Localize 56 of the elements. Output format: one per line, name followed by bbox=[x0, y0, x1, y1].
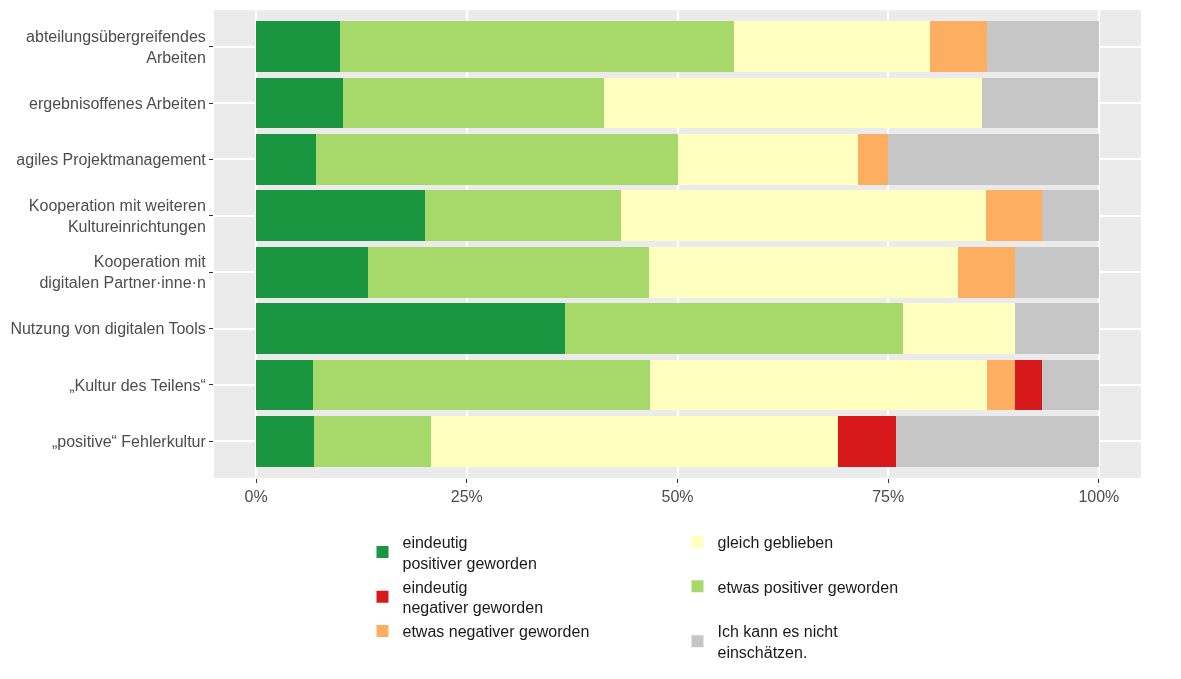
legend-label: Ich kann es nicht einschätzen. bbox=[717, 623, 839, 661]
bar bbox=[1014, 246, 1099, 298]
legend-label: gleich geblieben bbox=[717, 533, 834, 551]
bar bbox=[256, 246, 369, 298]
bar bbox=[895, 415, 1099, 467]
x-tick-label: 100% bbox=[1078, 488, 1120, 506]
bar bbox=[930, 21, 987, 73]
x-tick-label: 50% bbox=[661, 488, 694, 506]
bar bbox=[621, 190, 986, 242]
y-tick-label: ergebnisoffenes Arbeiten bbox=[29, 94, 206, 112]
bar bbox=[256, 77, 343, 129]
x-tick-label: 25% bbox=[450, 488, 483, 506]
bar bbox=[565, 303, 903, 354]
bar bbox=[256, 415, 315, 467]
bar bbox=[981, 77, 1099, 129]
y-tick-label: Kooperation mit digitalen Partner·inne·n bbox=[39, 253, 207, 292]
bar bbox=[677, 134, 858, 185]
bar bbox=[986, 359, 1015, 411]
x-tick-label: 0% bbox=[244, 488, 268, 506]
bar bbox=[888, 134, 1099, 185]
bar bbox=[424, 190, 622, 242]
bar bbox=[986, 21, 1099, 73]
bar bbox=[1014, 303, 1099, 354]
bar bbox=[857, 134, 889, 185]
legend-label: etwas positiver geworden bbox=[717, 578, 899, 596]
x-tick-label: 75% bbox=[872, 488, 905, 506]
legend-label: etwas negativer geworden bbox=[402, 623, 590, 641]
bar bbox=[315, 134, 678, 185]
bar bbox=[256, 134, 316, 185]
bar bbox=[342, 77, 605, 129]
y-tick-label: Kooperation mit weiteren Kultureinrichtungen bbox=[28, 197, 206, 235]
bar bbox=[958, 246, 1015, 298]
bar bbox=[314, 415, 431, 467]
bar bbox=[256, 21, 341, 73]
bar bbox=[733, 21, 931, 73]
y-tick-label: „positive“ Fehlerkultur bbox=[51, 432, 207, 450]
y-tick-label: Nutzung von digitalen Tools bbox=[10, 320, 206, 338]
bar bbox=[985, 190, 1043, 242]
bar bbox=[902, 303, 1015, 354]
bar bbox=[1014, 359, 1043, 411]
bar bbox=[256, 190, 425, 242]
bar bbox=[1042, 359, 1099, 411]
bar bbox=[604, 77, 982, 129]
y-tick-label: agiles Projektmanagement bbox=[16, 151, 207, 169]
bar bbox=[1042, 190, 1099, 242]
y-tick-label: „Kultur des Teilens“ bbox=[69, 376, 206, 394]
bar bbox=[368, 246, 649, 298]
bar bbox=[340, 21, 734, 73]
bar bbox=[430, 415, 838, 467]
bar bbox=[312, 359, 650, 411]
bar bbox=[256, 359, 313, 411]
bar bbox=[649, 359, 987, 411]
y-tick-label: abteilungsübergreifendes Arbeiten bbox=[26, 27, 206, 66]
bar bbox=[837, 415, 896, 467]
bar bbox=[648, 246, 959, 298]
bar bbox=[256, 303, 566, 354]
